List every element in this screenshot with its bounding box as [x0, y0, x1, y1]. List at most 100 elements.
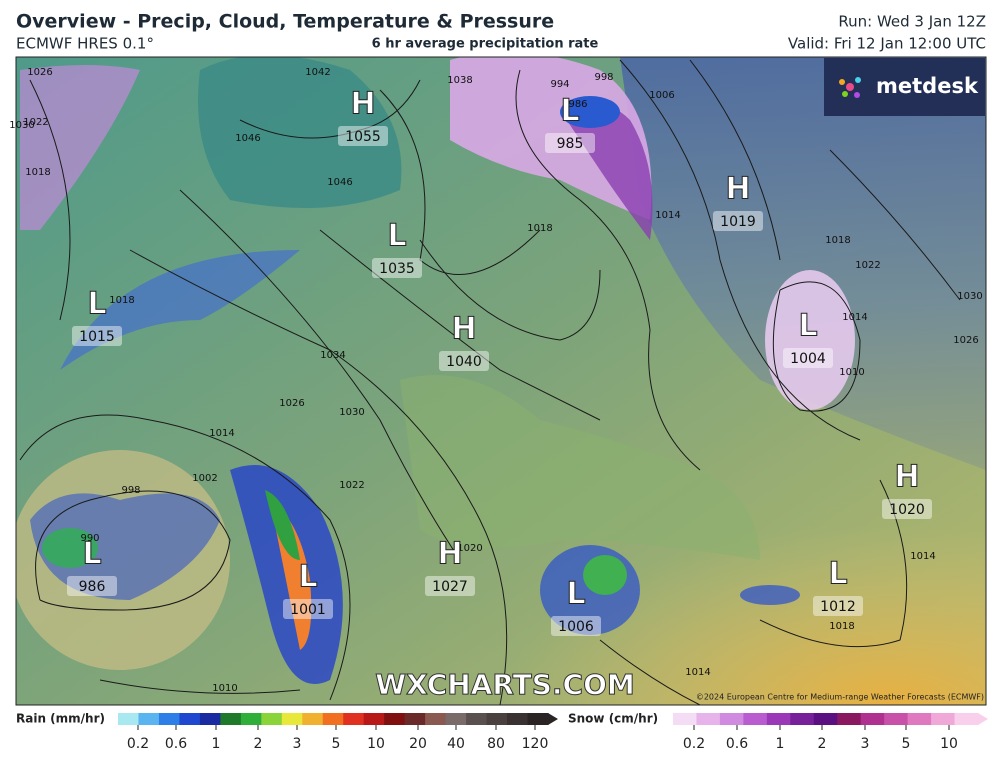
- isobar-label: 1030: [339, 407, 364, 418]
- isobar-label: 1026: [279, 398, 304, 409]
- snow-legend-swatch: [884, 713, 909, 725]
- rain-legend-swatch: [199, 713, 221, 725]
- watermark: WXCHARTS.COM: [375, 668, 635, 701]
- pressure-value-box: [372, 258, 422, 278]
- subtitle: 6 hr average precipitation rate: [372, 37, 599, 52]
- title: Overview - Precip, Cloud, Temperature & …: [16, 11, 554, 33]
- rain-legend-swatch: [220, 713, 242, 725]
- isobar-label: 1010: [839, 367, 864, 378]
- isobar-label: 1034: [320, 350, 345, 361]
- rain-legend-label: 40: [447, 736, 465, 752]
- pressure-value: 1004: [790, 351, 826, 367]
- rain-legend-swatch: [445, 713, 467, 725]
- snow-legend-label: 1: [776, 736, 785, 752]
- isobar-label: 1046: [235, 133, 260, 144]
- pressure-center-letter: L: [560, 94, 579, 129]
- isobar-label: 994: [550, 79, 569, 90]
- pressure-center-letter: L: [82, 537, 101, 572]
- pressure-value: 1001: [290, 602, 326, 618]
- rain-legend-label: 0.6: [165, 736, 187, 752]
- pressure-value: 1015: [79, 329, 115, 345]
- pressure-value: 986: [79, 579, 106, 595]
- pressure-value: 1012: [820, 599, 856, 615]
- rain-legend-title: Rain (mm/hr): [16, 712, 105, 726]
- rain-legend-label: 20: [409, 736, 427, 752]
- isobar-label: 1014: [685, 667, 710, 678]
- pressure-center-letter: H: [350, 87, 375, 122]
- pressure-value: 985: [557, 136, 584, 152]
- isobar-label: 998: [121, 485, 140, 496]
- isobar-label: 1042: [305, 67, 330, 78]
- isobar-label: 986: [568, 99, 587, 110]
- isobar-label: 1010: [212, 683, 237, 694]
- pressure-value: 1040: [446, 354, 482, 370]
- pressure-value-box: [551, 616, 601, 636]
- rain-legend-label: 80: [487, 736, 505, 752]
- snow-legend-swatch: [860, 713, 885, 725]
- pressure-value-box: [545, 133, 595, 153]
- pressure-value: 1055: [345, 129, 381, 145]
- isobar-label: 1026: [27, 67, 52, 78]
- rain-legend-label: 5: [332, 736, 341, 752]
- pressure-value: 1035: [379, 261, 415, 277]
- isobar-label: 1006: [649, 90, 674, 101]
- pressure-value-box: [425, 576, 475, 596]
- rain-legend-swatch: [363, 713, 385, 725]
- brand-name: metdesk: [876, 74, 979, 98]
- pressure-center-letter: L: [798, 309, 817, 344]
- rain-legend-swatch: [404, 713, 426, 725]
- rain-legend-swatch: [261, 713, 283, 725]
- pressure-center-letter: L: [566, 577, 585, 612]
- pressure-value-box: [338, 126, 388, 146]
- pressure-center-letter: H: [894, 460, 919, 495]
- isobar-label: 1038: [447, 75, 472, 86]
- isobar-label: 1026: [953, 335, 978, 346]
- rain-legend-label: 120: [522, 736, 549, 752]
- isobar-label: 1014: [842, 312, 867, 323]
- pressure-center-letter: L: [387, 219, 406, 254]
- isobar-label: 1030: [9, 120, 34, 131]
- snow-legend-swatch: [673, 713, 697, 725]
- snow-legend-label: 0.2: [683, 736, 705, 752]
- isobar-label: 1014: [209, 428, 234, 439]
- pressure-center-letter: H: [451, 312, 476, 347]
- isobar-label: 1018: [825, 235, 850, 246]
- rain-legend-label: 0.2: [127, 736, 149, 752]
- isobars: [19, 59, 961, 705]
- pressure-value: 1006: [558, 619, 594, 635]
- rain-legend-swatch: [384, 713, 406, 725]
- snow-legend-swatch: [719, 713, 744, 725]
- rain-legend-swatch: [466, 713, 488, 725]
- pressure-value-box: [783, 348, 833, 368]
- pressure-value-box: [439, 351, 489, 371]
- brand-logo: [839, 77, 861, 98]
- snow-legend-label: 10: [940, 736, 958, 752]
- isobar-label: 1022: [339, 480, 364, 491]
- isobar-label: 1022: [855, 260, 880, 271]
- isobar-label: 1046: [327, 177, 352, 188]
- rain-legend-swatch: [281, 713, 303, 725]
- snow-legend-title: Snow (cm/hr): [568, 712, 658, 726]
- snow-legend-swatch: [837, 713, 862, 725]
- rain-legend-swatch: [118, 713, 139, 725]
- isobar-label: 1020: [457, 543, 482, 554]
- rain-legend-label: 10: [367, 736, 385, 752]
- map-frame: [15, 56, 987, 706]
- snow-legend-label: 5: [902, 736, 911, 752]
- pressure-value-box: [713, 211, 763, 231]
- pressure-value-box: [813, 596, 863, 616]
- snow-legend-swatch: [743, 713, 768, 725]
- snow-legend-arrow: [978, 713, 988, 725]
- rain-legend-swatch: [322, 713, 344, 725]
- valid-time: Valid: Fri 12 Jan 12:00 UTC: [788, 35, 986, 53]
- rain-legend-swatch: [240, 713, 262, 725]
- isobar-label: 1018: [25, 167, 50, 178]
- model: ECMWF HRES 0.1°: [16, 35, 154, 53]
- isobar-label: 1030: [957, 291, 982, 302]
- pressure-center-letter: L: [828, 557, 847, 592]
- rain-legend-swatch: [158, 713, 180, 725]
- snow-legend-swatch: [931, 713, 956, 725]
- pressure-value-box: [72, 326, 122, 346]
